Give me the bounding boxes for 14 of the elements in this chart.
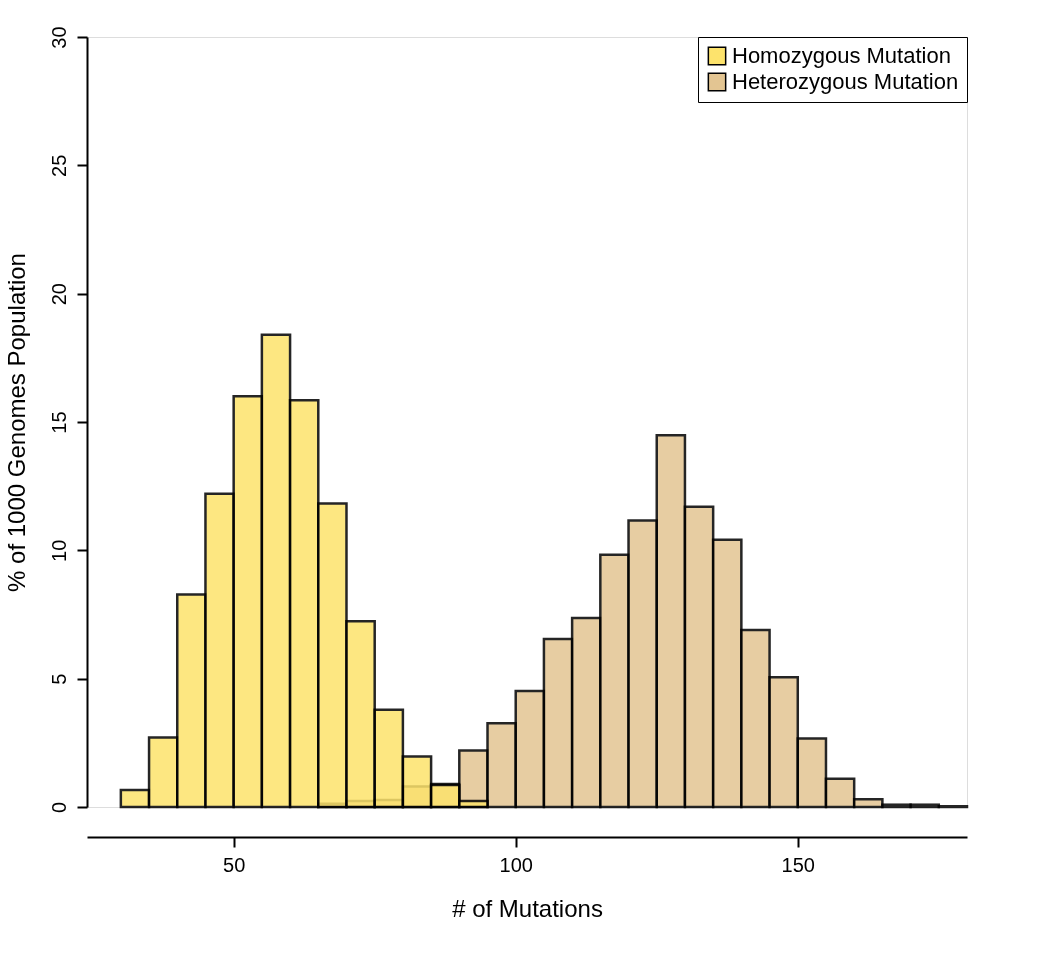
y-tick-label: 30 bbox=[47, 26, 70, 49]
y-tick-label: 25 bbox=[47, 154, 70, 177]
y-tick-label: 15 bbox=[47, 411, 70, 434]
y-tick-label: 5 bbox=[47, 673, 70, 685]
x-tick-label: 150 bbox=[781, 853, 815, 876]
legend-label: Homozygous Mutation bbox=[732, 43, 951, 68]
x-tick-label: 50 bbox=[223, 853, 246, 876]
y-tick-label: 0 bbox=[47, 801, 70, 814]
x-tick-label: 100 bbox=[499, 853, 533, 876]
y-tick-label: 10 bbox=[47, 539, 70, 562]
x-axis-title: # of Mutations bbox=[452, 894, 603, 922]
y-tick-label: 20 bbox=[47, 283, 70, 306]
legend-label: Heterozygous Mutation bbox=[732, 69, 959, 94]
y-axis-title: % of 1000 Genomes Population bbox=[2, 253, 30, 592]
